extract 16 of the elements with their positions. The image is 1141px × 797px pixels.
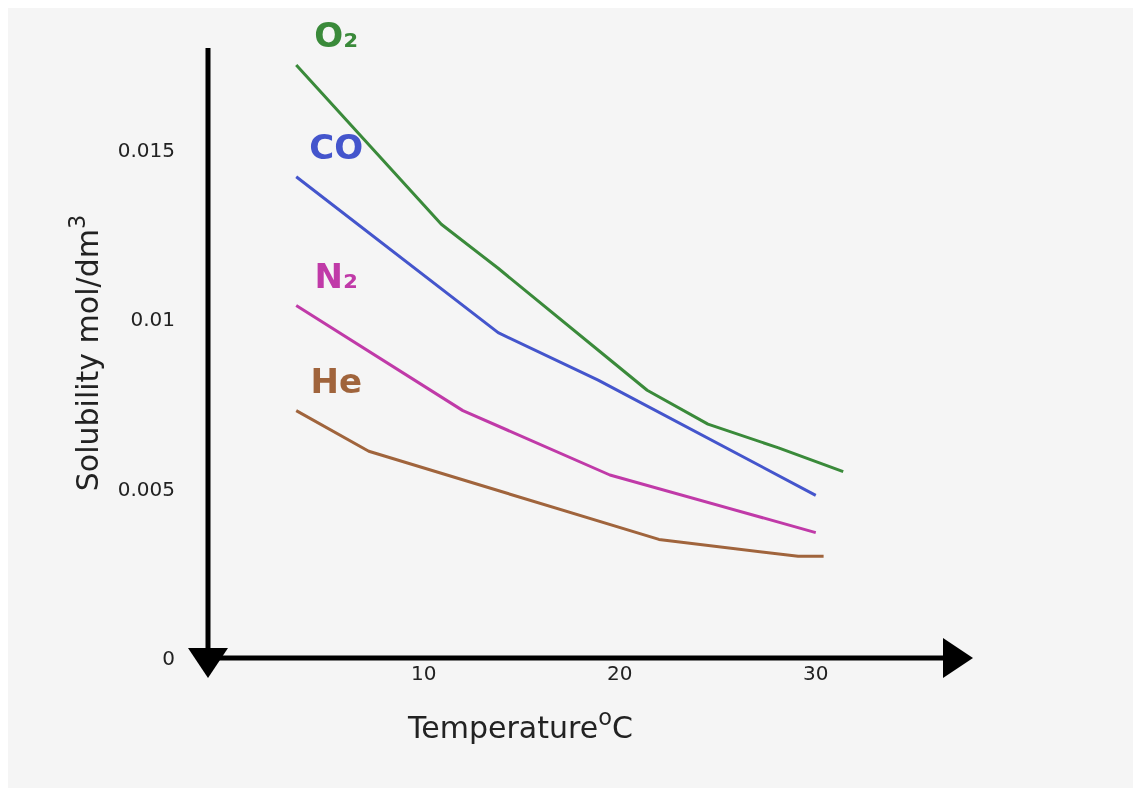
- series-label: O₂: [314, 14, 359, 55]
- x-tick-label: 20: [606, 661, 633, 686]
- x-tick-label: 10: [410, 661, 437, 686]
- y-tick-label: 0.005: [117, 476, 175, 501]
- line-series: [294, 63, 845, 474]
- series-label: CO: [309, 126, 364, 167]
- series-label: N₂: [314, 255, 358, 296]
- y-tick-label: 0.01: [130, 307, 175, 332]
- x-axis-title: Temperature$^{o}$C: [407, 704, 633, 745]
- y-tick-label: 0: [162, 646, 175, 671]
- line-series: [294, 304, 818, 535]
- x-tick-label: 30: [803, 661, 829, 686]
- series-label: He: [310, 360, 362, 401]
- line-series: [294, 409, 826, 558]
- line-series: [294, 175, 818, 497]
- y-tick-label: 0.015: [117, 137, 175, 162]
